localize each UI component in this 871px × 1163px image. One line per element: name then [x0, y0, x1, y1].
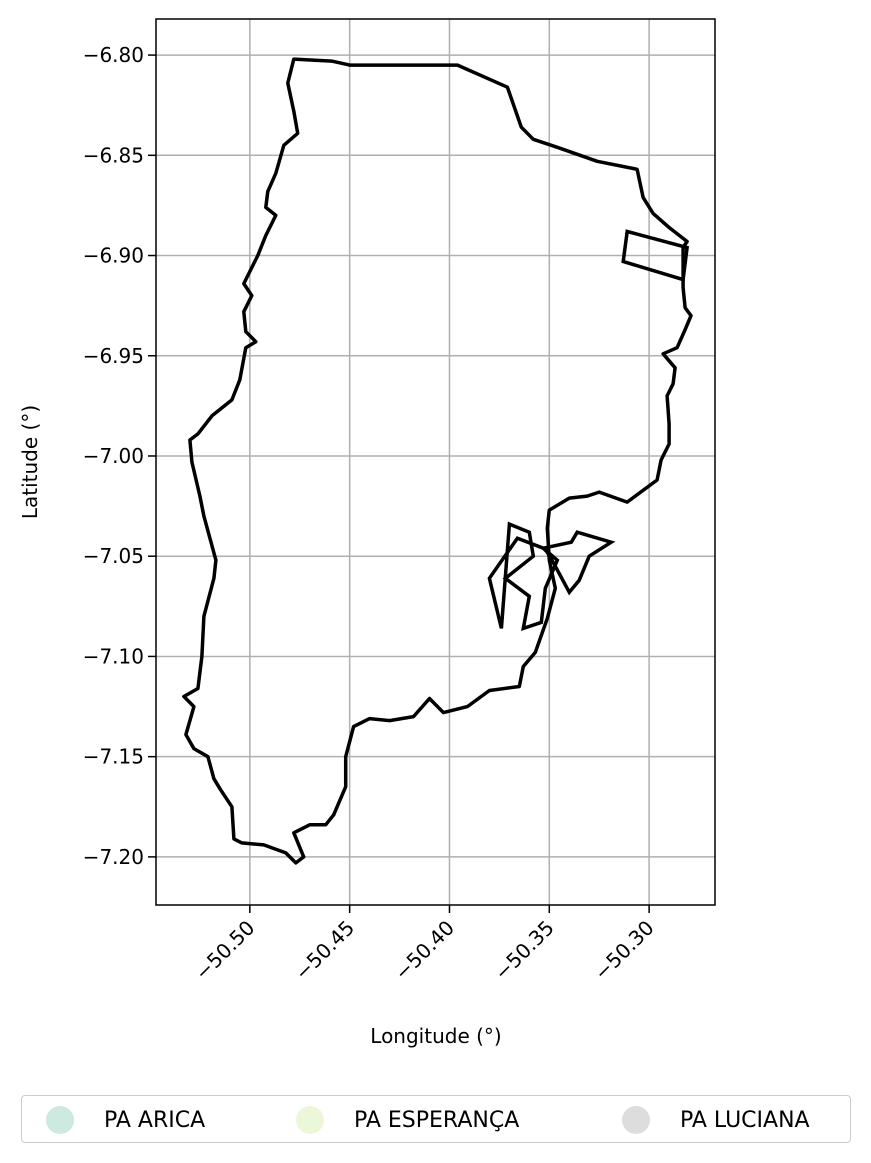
legend-label-pa-esperanca: PA ESPERANÇA — [354, 1107, 520, 1133]
legend: PA ARICA PA ESPERANÇA PA LUCIANA — [21, 1095, 851, 1143]
legend-marker-pa-luciana — [622, 1106, 650, 1134]
legend-marker-pa-esperanca — [296, 1106, 324, 1134]
municipality-outline — [182, 57, 693, 865]
y-tick-label: −6.80 — [83, 43, 144, 67]
y-tick-label: −7.05 — [83, 544, 144, 568]
x-tick-label: −50.40 — [390, 916, 459, 985]
legend-item-pa-luciana: PA LUCIANA — [622, 1096, 810, 1144]
legend-label-pa-luciana: PA LUCIANA — [680, 1107, 810, 1133]
axes-frame — [155, 18, 716, 906]
y-tick-label: −7.20 — [83, 845, 144, 869]
x-tick-label: −50.45 — [290, 916, 359, 985]
tick-layer: −50.50 −50.45 −50.40 −50.35 −50.30 −6.80 −6.85… — [83, 43, 659, 985]
shape-layer — [182, 57, 693, 865]
parcel-outline-pa-esperan-a — [487, 521, 560, 632]
y-tick-label: −6.90 — [83, 244, 144, 268]
grid-lines — [156, 19, 715, 905]
legend-item-pa-arica: PA ARICA — [46, 1096, 205, 1144]
x-tick-label: −50.30 — [589, 916, 658, 985]
parcel-outline-pa-luciana — [539, 530, 616, 596]
legend-marker-pa-arica — [46, 1106, 74, 1134]
x-tick-label: −50.35 — [490, 916, 559, 985]
map-plot: −50.50 −50.45 −50.40 −50.35 −50.30 −6.80 −6.85… — [18, 18, 716, 1048]
x-tick-label: −50.50 — [190, 916, 259, 985]
y-tick-label: −7.15 — [83, 745, 144, 769]
y-tick-label: −7.00 — [83, 444, 144, 468]
y-tick-label: −7.10 — [83, 644, 144, 668]
legend-item-pa-esperanca: PA ESPERANÇA — [296, 1096, 519, 1144]
legend-label-pa-arica: PA ARICA — [104, 1107, 206, 1133]
x-axis-label: Longitude (°) — [370, 1024, 501, 1048]
y-tick-label: −6.95 — [83, 344, 144, 368]
y-axis-label: Latitude (°) — [18, 405, 42, 519]
parcel-outline-pa-arica — [621, 229, 690, 282]
y-tick-label: −6.85 — [83, 143, 144, 167]
